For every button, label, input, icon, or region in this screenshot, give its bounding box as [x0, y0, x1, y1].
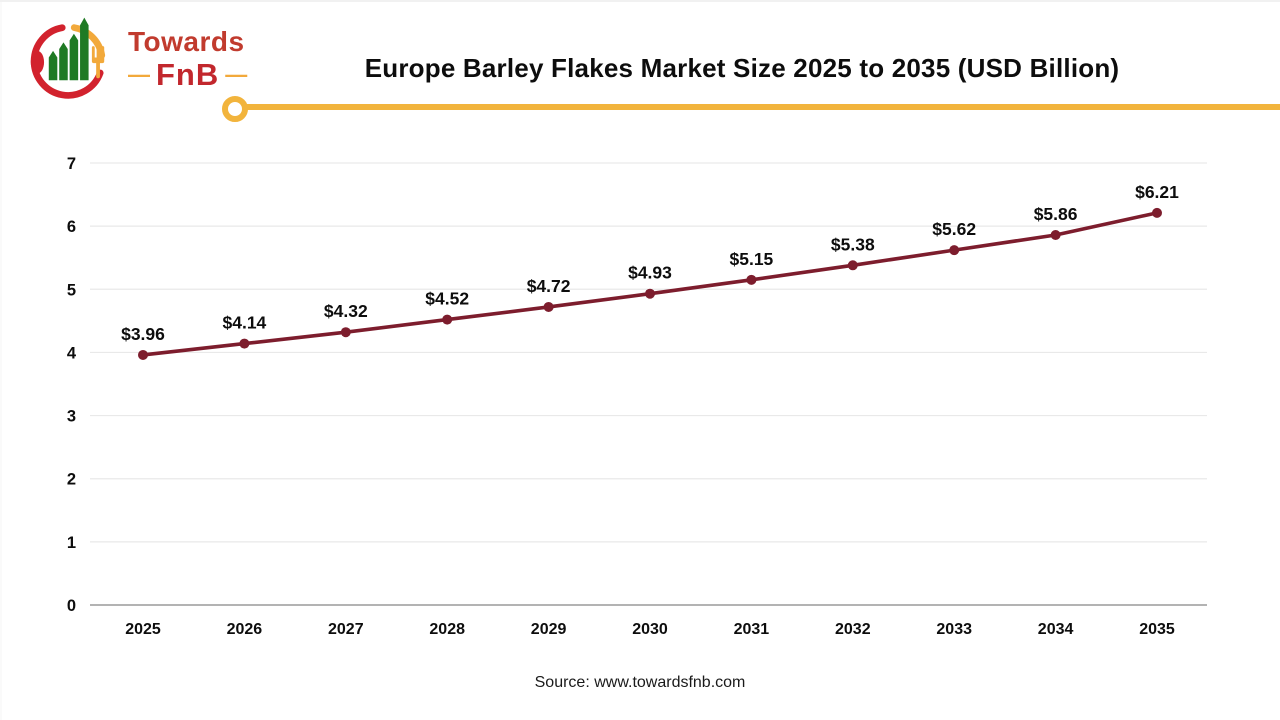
divider-line: [244, 104, 1280, 110]
data-point: [1050, 229, 1061, 240]
data-point-label: $4.14: [223, 313, 267, 333]
y-tick-label: 2: [67, 471, 76, 489]
series-line: [141, 211, 1159, 357]
y-tick-label: 3: [67, 408, 76, 426]
logo-red-arc: [30, 24, 104, 99]
data-point-label: $5.62: [932, 219, 976, 239]
y-tick-label: 4: [67, 344, 77, 362]
y-tick-label: 7: [67, 155, 76, 173]
x-tick-label: 2032: [835, 621, 871, 638]
data-point: [949, 245, 960, 256]
y-tick-label: 1: [67, 534, 76, 552]
x-tick-label: 2031: [734, 621, 770, 638]
x-tick-label: 2035: [1139, 621, 1175, 638]
data-point-label: $5.15: [730, 249, 774, 269]
data-point-label: $6.21: [1135, 182, 1179, 202]
x-tick-label: 2026: [227, 621, 263, 638]
brand-mark-icon: [30, 17, 106, 99]
data-point-label: $4.93: [628, 263, 672, 283]
x-tick-label: 2029: [531, 621, 567, 638]
brand-dash-left: —: [128, 61, 150, 87]
data-point: [1152, 207, 1162, 218]
fork-icon: [91, 43, 105, 79]
spoon-icon: [30, 50, 45, 74]
source-note: Source: www.towardsfnb.com: [534, 674, 746, 691]
x-tick-label: 2025: [125, 621, 161, 638]
data-point: [340, 327, 351, 338]
growth-bars-icon: [48, 17, 89, 81]
data-point: [239, 338, 250, 349]
logo-gold-arc: [70, 24, 106, 59]
y-tick-label: 5: [67, 281, 76, 299]
data-point: [543, 301, 554, 312]
brand-name-line2: — FnB —: [128, 59, 247, 90]
data-point: [847, 260, 858, 271]
x-tick-label: 2027: [328, 621, 364, 638]
brand-name: Towards — FnB —: [128, 12, 247, 91]
data-point: [746, 274, 757, 285]
data-point: [138, 349, 148, 360]
brand-logo: Towards — FnB —: [24, 12, 247, 102]
data-point-label: $3.96: [121, 324, 165, 344]
x-tick-label: 2034: [1038, 621, 1074, 638]
page-title: Europe Barley Flakes Market Size 2025 to…: [364, 53, 1120, 84]
x-tick-label: 2030: [632, 621, 668, 638]
data-point-label: $4.52: [425, 289, 469, 309]
line-chart: 0 1 2 3 4 5 6 7 2025 2026 2027 2028 2029 2030 2031 2032…: [0, 128, 1280, 673]
brand-name-fnb: FnB: [156, 57, 220, 92]
chart-canvas: 0 1 2 3 4 5 6 7 2025 2026 2027 2028 2029 2030 2031 2032…: [67, 155, 1207, 638]
x-tick-label: 2028: [429, 621, 465, 638]
brand-dash-right: —: [225, 61, 248, 87]
divider-ring-icon: [222, 96, 248, 122]
data-point-label: $5.38: [831, 234, 875, 254]
x-tick-label: 2033: [936, 621, 972, 638]
data-point-label: $4.32: [324, 301, 368, 321]
data-point: [645, 288, 655, 299]
y-tick-label: 6: [67, 218, 76, 236]
data-point-label: $5.86: [1034, 204, 1078, 224]
y-tick-label: 0: [67, 597, 76, 615]
brand-name-line1: Towards: [128, 26, 245, 57]
data-point: [442, 314, 453, 325]
data-point-label: $4.72: [527, 276, 571, 296]
